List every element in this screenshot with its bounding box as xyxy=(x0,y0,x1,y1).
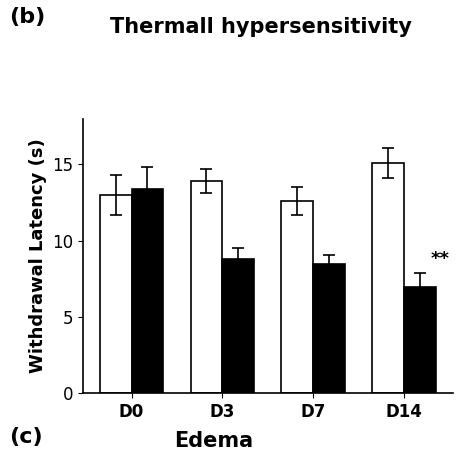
Bar xyxy=(222,259,254,393)
Bar xyxy=(191,181,222,393)
Text: (b): (b) xyxy=(9,7,46,27)
Text: (c): (c) xyxy=(9,427,43,447)
Bar xyxy=(372,163,404,393)
Bar xyxy=(282,201,313,393)
Text: Thermall hypersensitivity: Thermall hypersensitivity xyxy=(110,17,411,36)
Bar xyxy=(313,264,345,393)
Bar xyxy=(132,189,164,393)
Text: Edema: Edema xyxy=(174,431,253,451)
Bar xyxy=(100,195,132,393)
Y-axis label: Withdrawal Latency (s): Withdrawal Latency (s) xyxy=(28,138,46,374)
Bar xyxy=(404,286,436,393)
Text: **: ** xyxy=(430,250,449,268)
